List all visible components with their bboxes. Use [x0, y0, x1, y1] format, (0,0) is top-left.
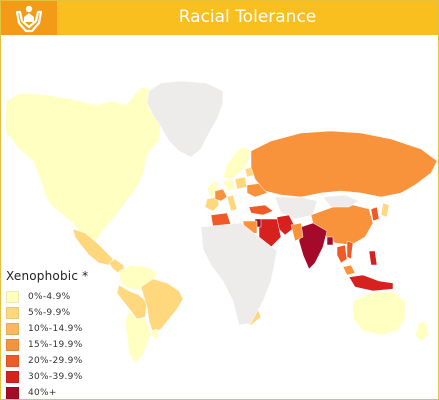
region-rest-of-africa: Rest of Africa — [200, 222, 278, 326]
region-malaysia: Malaysia — [342, 264, 356, 276]
region-germany: Germany — [222, 178, 236, 192]
legend-swatch — [6, 371, 19, 383]
region-france: France — [214, 188, 228, 202]
page-title: Racial Tolerance — [178, 7, 317, 27]
region-thailand: Thailand — [336, 244, 348, 264]
legend-label: 5%-9.9% — [28, 308, 71, 318]
region-north-america: North America — [4, 86, 162, 246]
legend-label: 10%-14.9% — [28, 324, 83, 334]
legend-item: 5%-9.9% — [6, 305, 88, 321]
region-uruguay: Uruguay — [150, 328, 160, 340]
legend-label: 0%-4.9% — [28, 292, 71, 302]
region-argentina-chile: Argentina / Chile — [124, 310, 152, 364]
legend-label: 15%-19.9% — [28, 340, 83, 350]
legend-swatch — [6, 291, 19, 303]
legend-item: 15%-19.9% — [6, 337, 88, 353]
region-japan: Japan — [380, 202, 390, 218]
region-bangladesh: Bangladesh — [326, 236, 334, 246]
world-map: North America Greenland Mexico Central A… — [4, 80, 438, 364]
region-kazakhstan: Kazakhstan — [274, 196, 318, 220]
hands-holding-person-icon — [15, 5, 43, 33]
region-peru-bolivia: Peru / Bolivia — [116, 284, 148, 320]
region-india: India — [298, 222, 328, 270]
region-mongolia: Mongolia — [322, 194, 360, 208]
region-philippines: Philippines — [368, 250, 378, 266]
legend-item: 0%-4.9% — [6, 289, 88, 305]
region-australia: Australia — [352, 290, 406, 336]
region-italy: Italy — [226, 194, 238, 212]
legend-label: 40%+ — [28, 388, 57, 398]
region-brazil: Brazil — [140, 278, 184, 334]
legend-item: 20%-29.9% — [6, 353, 88, 369]
legend-label: 20%-29.9% — [28, 356, 83, 366]
logo — [1, 1, 57, 35]
region-turkey: Turkey — [248, 204, 274, 216]
region-new-zealand: New Zealand — [414, 320, 430, 342]
region-greenland: Greenland — [146, 80, 224, 158]
region-poland: Poland — [234, 176, 248, 190]
legend-swatch — [6, 339, 19, 351]
legend-swatch — [6, 355, 19, 367]
region-korea: Korea — [370, 206, 380, 222]
region-vietnam: Vietnam — [346, 240, 354, 260]
legend-item: 30%-39.9% — [6, 369, 88, 385]
legend-swatch — [6, 307, 19, 319]
header-bar: Racial Tolerance — [1, 1, 438, 35]
legend-swatch — [6, 323, 19, 335]
region-pakistan: Pakistan — [290, 222, 304, 242]
legend: Xenophobic * 0%-4.9% 5%-9.9% 10%-14.9% 1… — [6, 269, 89, 399]
legend-item: 10%-14.9% — [6, 321, 88, 337]
region-mexico: Mexico — [72, 228, 114, 266]
region-indonesia: Indonesia — [348, 274, 394, 292]
region-russia: Russia — [250, 130, 438, 198]
legend-title: Xenophobic * — [6, 269, 89, 283]
legend-item: 40%+ — [6, 385, 88, 399]
legend-swatch — [6, 387, 19, 399]
legend-label: 30%-39.9% — [28, 372, 83, 382]
